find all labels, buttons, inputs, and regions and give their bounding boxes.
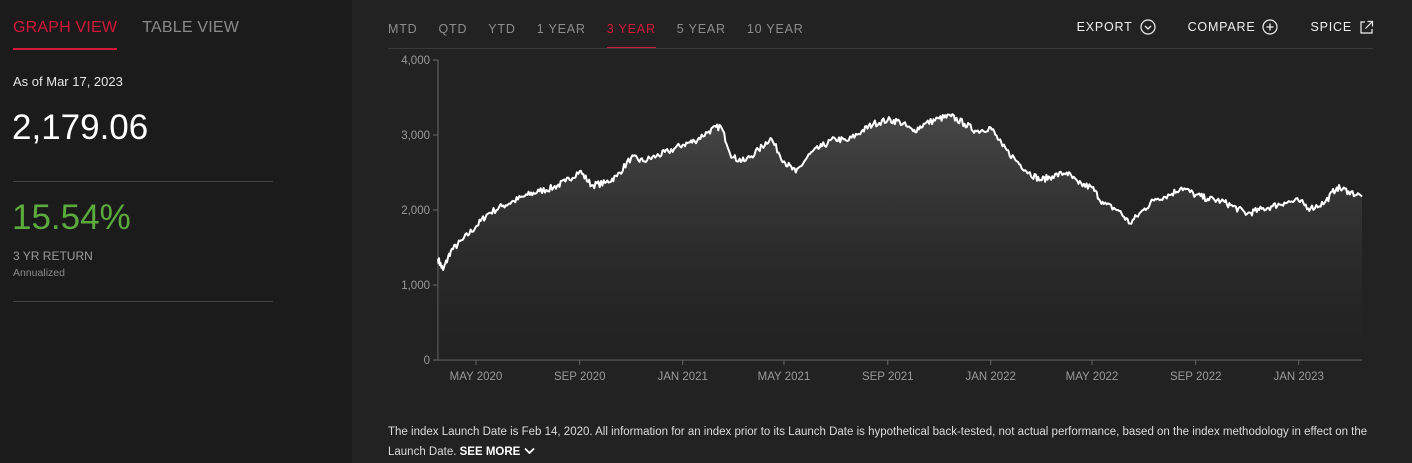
tab-5-year[interactable]: 5 YEAR [676, 22, 726, 36]
tab-1-year[interactable]: 1 YEAR [536, 22, 586, 36]
spice-label: SPICE [1310, 20, 1352, 34]
y-tick-label: 4,000 [401, 55, 430, 67]
x-tick-label: JAN 2022 [965, 371, 1016, 383]
index-level: 2,179.06 [12, 108, 149, 147]
tab-table-view[interactable]: TABLE VIEW [142, 19, 240, 36]
period-tabs: MTD QTD YTD 1 YEAR 3 YEAR 5 YEAR 10 YEAR [388, 22, 825, 49]
summary-panel: GRAPH VIEW TABLE VIEW As of Mar 17, 2023… [0, 0, 352, 463]
compare-button[interactable]: COMPARE [1188, 19, 1279, 35]
compare-label: COMPARE [1187, 20, 1256, 34]
x-tick-label: MAY 2022 [1066, 371, 1119, 383]
tab-3-year[interactable]: 3 YEAR [606, 22, 656, 49]
x-tick-label: SEP 2022 [1170, 371, 1222, 383]
index-performance-chart[interactable]: 0 1,000 2,000 3,000 4,000 MAY 2020 SEP 2020 JA… [352, 50, 1392, 390]
external-link-icon [1359, 20, 1374, 35]
chart-area [438, 114, 1362, 360]
header-divider [388, 48, 1373, 49]
y-tick-label: 0 [424, 355, 430, 367]
export-button[interactable]: EXPORT [1077, 19, 1156, 35]
chevron-down-icon [523, 447, 535, 455]
divider [13, 301, 273, 302]
return-value: 15.54% [12, 198, 131, 237]
tab-graph-view[interactable]: GRAPH VIEW [13, 19, 118, 50]
disclaimer: The index Launch Date is Feb 14, 2020. A… [388, 422, 1378, 462]
return-sublabel: Annualized [13, 267, 65, 279]
y-tick-label: 2,000 [401, 205, 430, 217]
disclaimer-text: The index Launch Date is Feb 14, 2020. A… [388, 426, 1368, 458]
x-tick-label: MAY 2021 [758, 371, 811, 383]
x-tick-label: SEP 2021 [862, 371, 914, 383]
chart-series-line [437, 113, 1363, 271]
chevron-down-circle-icon [1140, 19, 1156, 35]
as-of-date: As of Mar 17, 2023 [13, 74, 123, 89]
export-label: EXPORT [1076, 20, 1133, 34]
y-tick-label: 1,000 [401, 280, 430, 292]
return-label: 3 YR RETURN [13, 249, 93, 263]
tab-qtd[interactable]: QTD [438, 22, 468, 36]
tab-ytd[interactable]: YTD [488, 22, 516, 36]
see-more-link[interactable]: SEE MORE [460, 446, 535, 458]
x-tick-label: JAN 2023 [1273, 371, 1324, 383]
chart-panel: MTD QTD YTD 1 YEAR 3 YEAR 5 YEAR 10 YEAR… [352, 0, 1412, 463]
x-tick-label: SEP 2020 [554, 371, 606, 383]
tab-10-year[interactable]: 10 YEAR [746, 22, 804, 36]
chart-actions: EXPORT COMPARE SPICE [1045, 19, 1374, 35]
tab-mtd[interactable]: MTD [388, 22, 418, 36]
view-tabs: GRAPH VIEW TABLE VIEW [13, 19, 264, 50]
divider [13, 181, 273, 182]
spice-link[interactable]: SPICE [1310, 20, 1374, 35]
x-tick-label: MAY 2020 [450, 371, 503, 383]
x-tick-label: JAN 2021 [657, 371, 708, 383]
y-tick-label: 3,000 [401, 130, 430, 142]
plus-circle-icon [1262, 19, 1279, 35]
see-more-label: SEE MORE [459, 446, 521, 458]
